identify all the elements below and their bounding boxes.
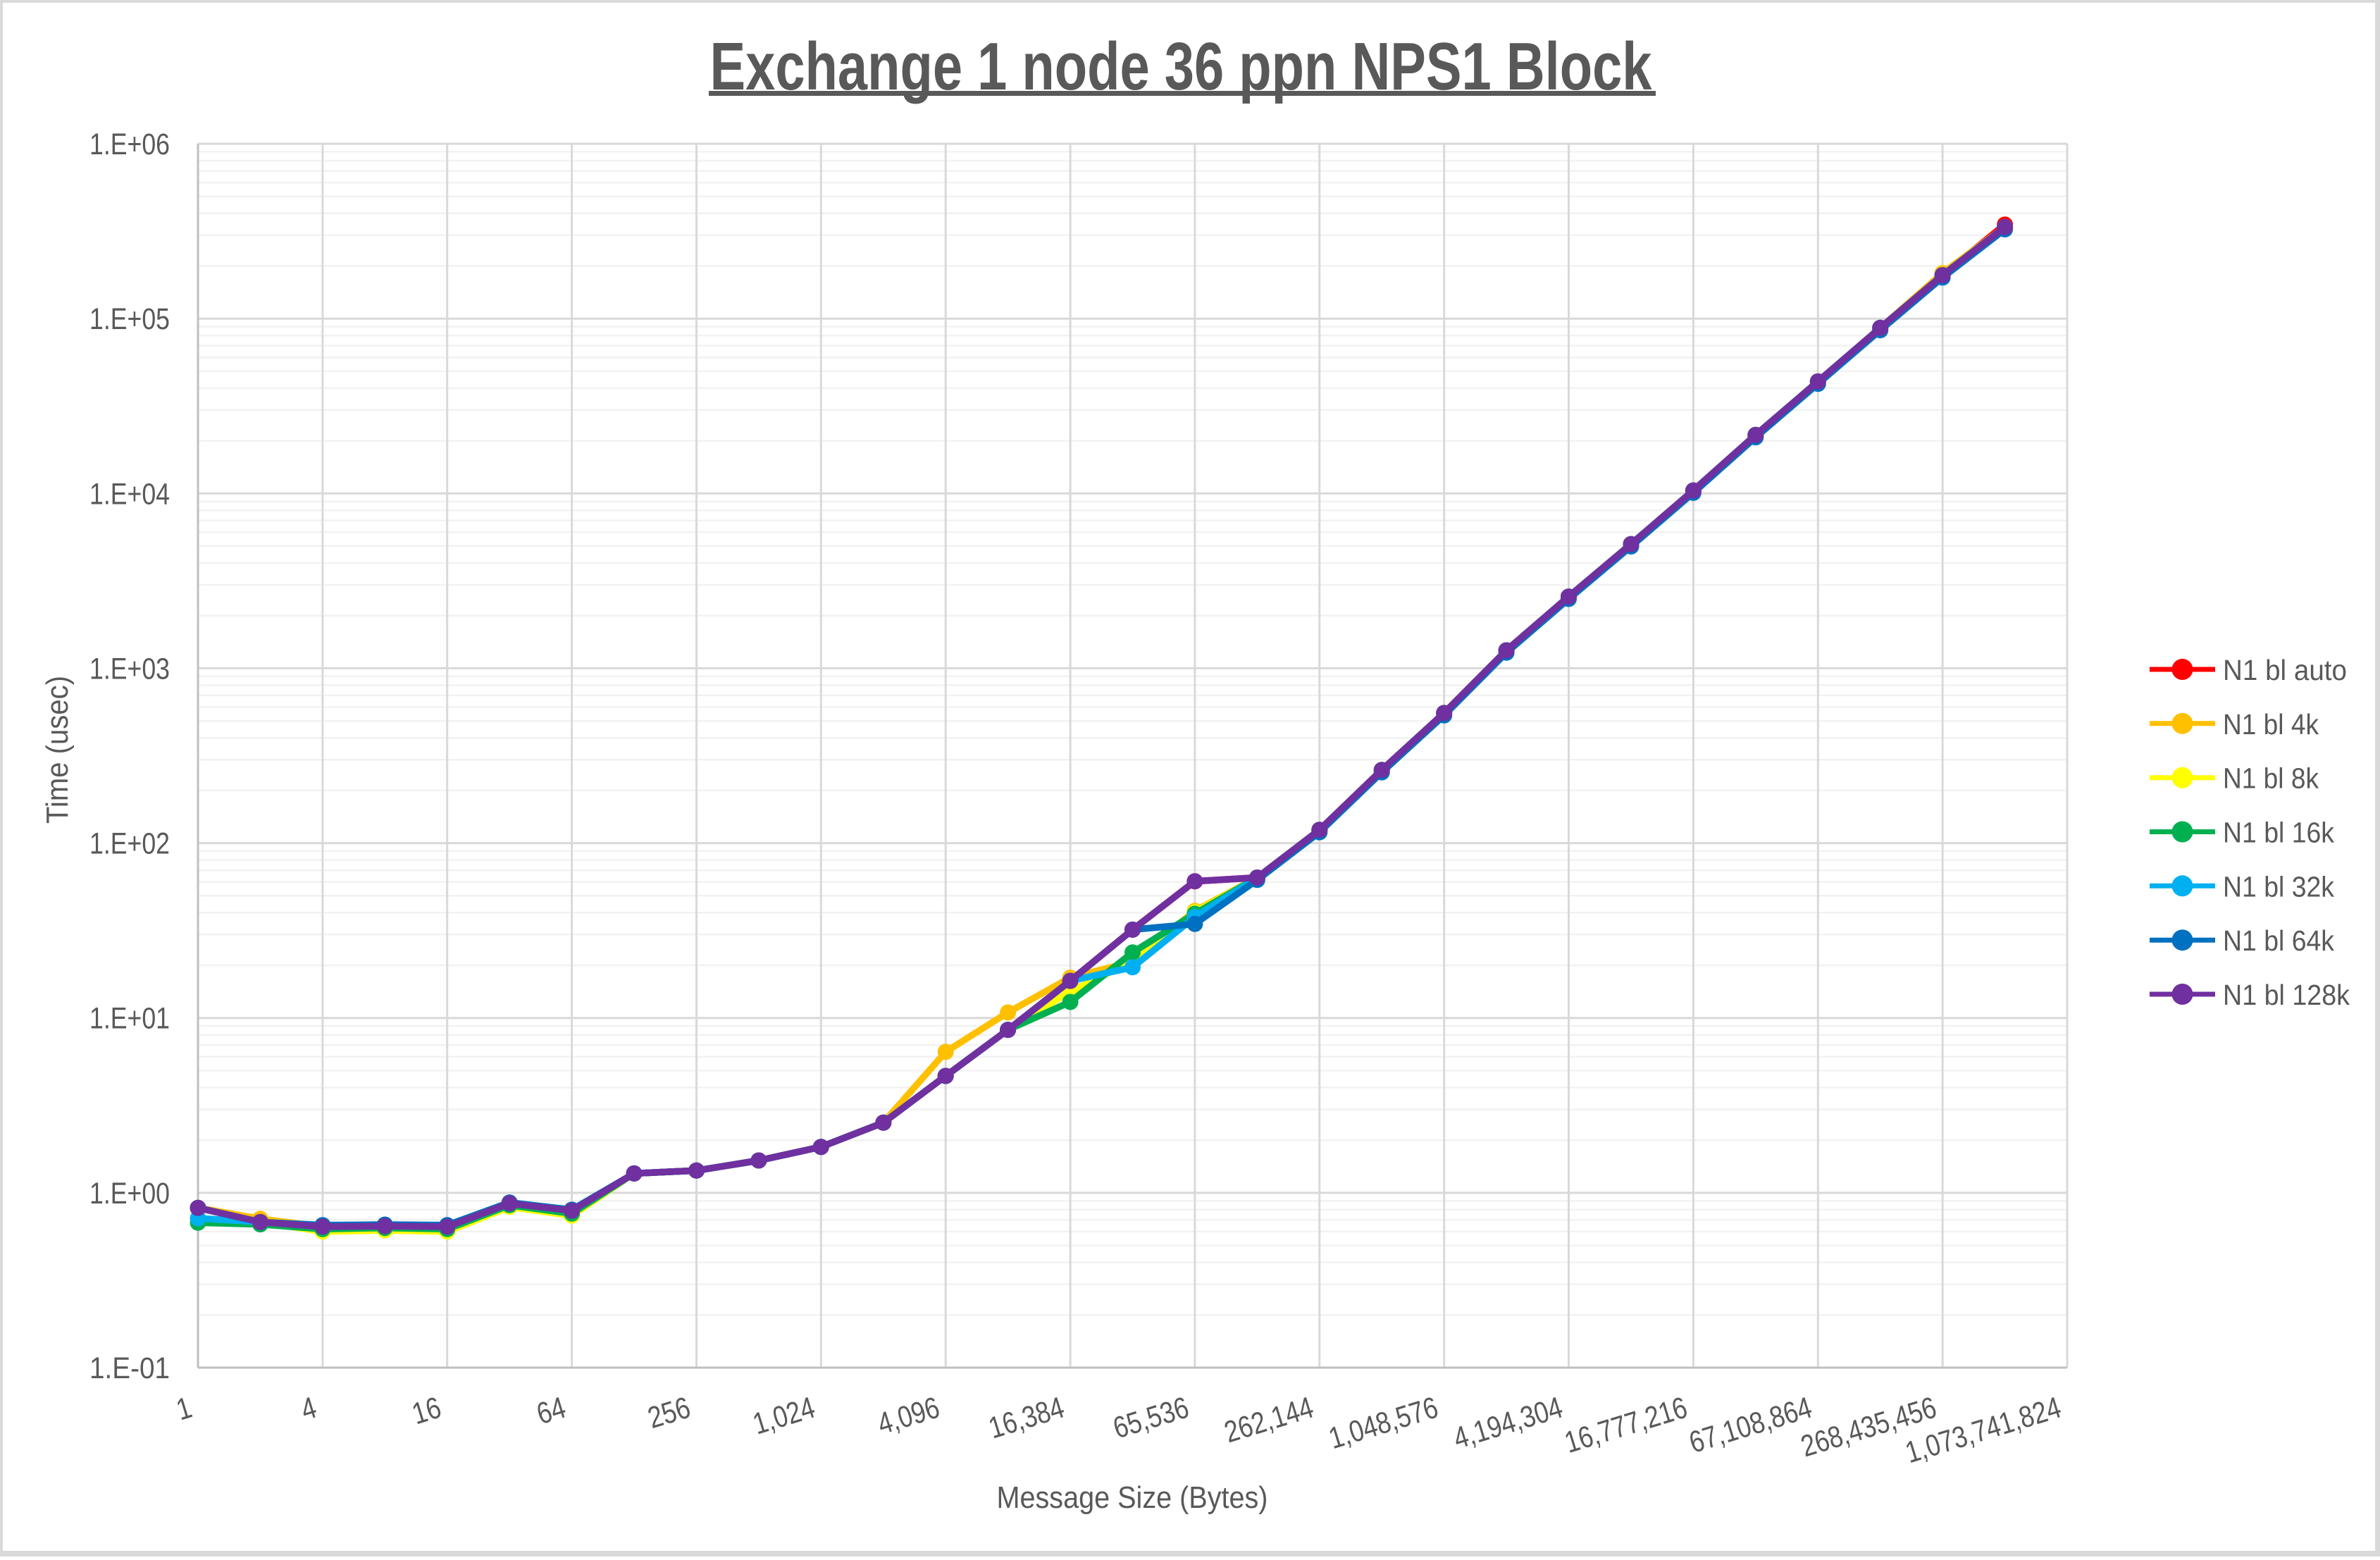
svg-text:1.E+04: 1.E+04 <box>89 477 170 511</box>
svg-text:Time (usec): Time (usec) <box>40 676 75 824</box>
svg-text:1.E+03: 1.E+03 <box>89 652 170 686</box>
svg-text:N1 bl 16k: N1 bl 16k <box>2223 817 2334 849</box>
svg-text:1.E+02: 1.E+02 <box>89 827 170 861</box>
svg-text:N1 bl auto: N1 bl auto <box>2223 654 2347 686</box>
svg-text:N1 bl 128k: N1 bl 128k <box>2223 979 2350 1011</box>
svg-text:1.E+00: 1.E+00 <box>89 1177 170 1211</box>
svg-text:N1 bl 8k: N1 bl 8k <box>2223 762 2319 795</box>
svg-text:1.E-01: 1.E-01 <box>89 1351 170 1385</box>
svg-text:N1 bl 64k: N1 bl 64k <box>2223 924 2334 957</box>
svg-text:1.E+01: 1.E+01 <box>89 1002 170 1036</box>
svg-text:N1 bl 4k: N1 bl 4k <box>2223 708 2319 741</box>
svg-text:1.E+05: 1.E+05 <box>89 302 170 336</box>
svg-text:1.E+06: 1.E+06 <box>89 128 170 161</box>
svg-text:Message Size (Bytes): Message Size (Bytes) <box>997 1480 1268 1515</box>
svg-text:N1 bl 32k: N1 bl 32k <box>2223 870 2334 903</box>
